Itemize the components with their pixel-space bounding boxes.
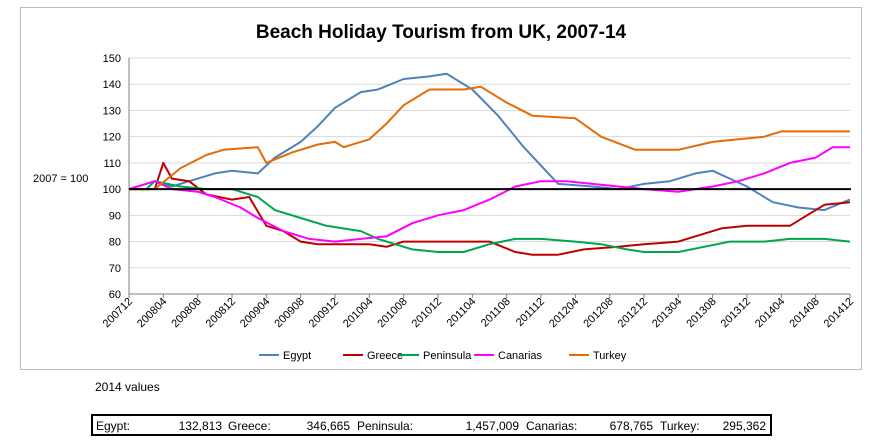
x-tick-label: 201212 — [616, 296, 650, 330]
y-gridlines — [129, 57, 850, 295]
series-line-canarias — [128, 146, 850, 243]
x-tick-label: 200912 — [307, 296, 341, 330]
y-axis: 60 70 80 90 100 110 120 130 140 150 — [103, 53, 130, 301]
series-line-turkey — [129, 85, 850, 191]
values-2014-box: Egypt: 132,813 Greece: 346,665 Peninsula… — [91, 414, 772, 436]
legend-label-peninsula: Peninsula — [423, 350, 472, 362]
chart-title: Beach Holiday Tourism from UK, 2007-14 — [256, 22, 627, 43]
x-tick-label: 201208 — [581, 296, 615, 330]
y-tick-label: 70 — [109, 263, 121, 275]
y-tick-label: 80 — [109, 237, 121, 249]
x-tick-label: 201112 — [514, 296, 547, 329]
canarias-label: Canarias: — [526, 419, 578, 433]
x-tick-label: 201012 — [410, 296, 444, 330]
x-axis: 200712 200804 200808 200812 200904 200908 2009… — [101, 293, 856, 330]
y-tick-label: 120 — [103, 132, 121, 144]
x-tick-label: 201204 — [547, 296, 581, 330]
canarias-value: 678,765 — [609, 419, 653, 433]
legend-label-canarias: Canarias — [498, 350, 543, 362]
x-tick-label: 201308 — [684, 296, 718, 330]
values-caption: 2014 values — [95, 380, 160, 394]
y-tick-label: 100 — [103, 184, 121, 196]
x-tick-label: 201304 — [650, 296, 684, 330]
reference-label: 2007 = 100 — [33, 173, 88, 185]
greece-label: Greece: — [228, 419, 271, 433]
x-tick-label: 200808 — [169, 296, 203, 330]
y-tick-label: 110 — [103, 158, 121, 170]
x-tick-label: 201108 — [479, 296, 513, 330]
x-tick-label: 201004 — [341, 296, 375, 330]
line-chart: Beach Holiday Tourism from UK, 2007-14 6… — [33, 22, 856, 362]
y-tick-label: 60 — [109, 289, 121, 301]
x-tick-label: 201008 — [375, 296, 409, 330]
legend-label-greece: Greece — [367, 350, 403, 362]
x-tick-label: 201408 — [787, 296, 821, 330]
egypt-value: 132,813 — [178, 419, 222, 433]
legend-label-egypt: Egypt — [283, 350, 311, 362]
y-tick-label: 130 — [103, 105, 121, 117]
legend: Egypt Greece Peninsula Canarias Turkey — [259, 350, 627, 362]
y-tick-label: 150 — [103, 53, 121, 65]
x-tick-label: 201104 — [445, 296, 479, 330]
series-line-egypt — [128, 72, 851, 212]
x-tick-label: 200804 — [135, 296, 169, 330]
series-lines — [128, 72, 851, 256]
peninsula-label: Peninsula: — [357, 419, 414, 433]
x-tick-label: 200812 — [204, 296, 238, 330]
x-tick-label: 201312 — [719, 296, 753, 330]
legend-label-turkey: Turkey — [593, 350, 627, 362]
egypt-label: Egypt: — [96, 419, 131, 433]
peninsula-value: 1,457,009 — [465, 419, 519, 433]
chart-frame: Beach Holiday Tourism from UK, 2007-14 6… — [20, 7, 862, 370]
turkey-label: Turkey: — [660, 419, 700, 433]
y-tick-label: 90 — [109, 210, 121, 222]
y-tick-label: 140 — [103, 79, 121, 91]
turkey-value: 295,362 — [722, 419, 766, 433]
x-tick-label: 201412 — [822, 296, 856, 330]
greece-value: 346,665 — [306, 419, 350, 433]
x-tick-label: 200904 — [238, 296, 272, 330]
x-tick-label: 201404 — [753, 296, 787, 330]
reference-line: 2007 = 100 — [33, 173, 851, 191]
x-tick-label: 200908 — [272, 296, 306, 330]
